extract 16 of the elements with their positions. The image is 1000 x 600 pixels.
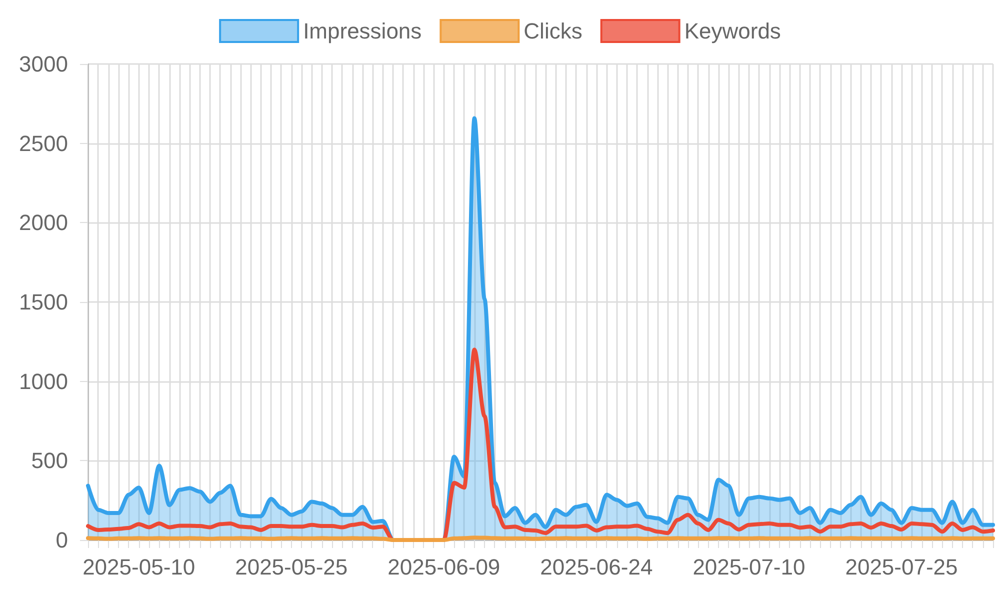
x-tick-label: 2025-07-10 bbox=[692, 554, 806, 580]
x-tick-label: 2025-05-10 bbox=[82, 554, 196, 580]
x-tick-label: 2025-06-09 bbox=[388, 554, 500, 580]
x-tick-label: 2025-07-25 bbox=[845, 554, 958, 580]
x-tick-label: 2025-05-25 bbox=[235, 554, 348, 580]
legend-label: Impressions bbox=[303, 18, 422, 44]
y-tick-label: 1500 bbox=[19, 290, 68, 314]
y-tick-label: 3000 bbox=[19, 52, 68, 76]
legend-label: Clicks bbox=[524, 18, 582, 44]
legend-label: Keywords bbox=[684, 18, 781, 44]
y-tick-label: 1000 bbox=[19, 368, 68, 394]
y-tick-label: 0 bbox=[56, 528, 68, 552]
y-tick-label: 500 bbox=[31, 448, 68, 474]
y-tick-label: 2000 bbox=[19, 210, 68, 236]
x-tick-label: 2025-06-24 bbox=[540, 554, 653, 580]
y-tick-label: 2500 bbox=[19, 130, 68, 156]
